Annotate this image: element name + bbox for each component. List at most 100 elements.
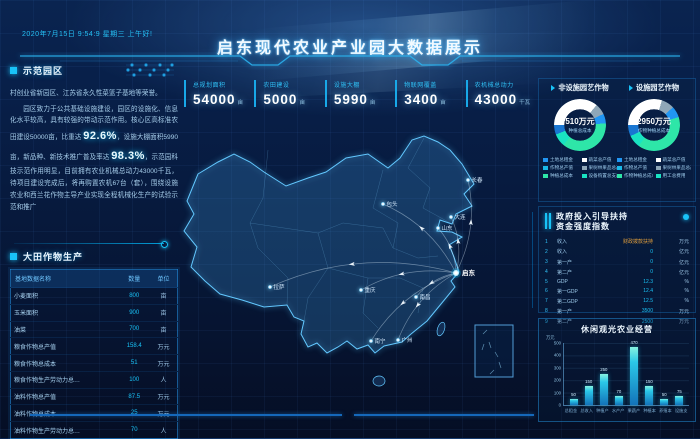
bar: 470	[630, 340, 639, 405]
gov-cell: 0	[650, 259, 653, 266]
kpi-unit: 亩	[299, 100, 305, 106]
gov-cell: %	[684, 278, 689, 285]
legend-swatch	[543, 174, 548, 178]
map-city-marker[interactable]: 广州	[396, 336, 413, 344]
horticulture-panel: 非设施园艺作物 设施园艺作物 510万元 种植总成本 土地总租金 蔬菜总产值 作物总产…	[538, 78, 696, 202]
bar-value-label: 250	[600, 367, 608, 372]
table-cell: 粮食作物生产劳动力总…	[10, 370, 119, 389]
donut-chart-facility: 2950万元 作物种植总成本	[628, 99, 680, 151]
map-city-marker[interactable]: 重庆	[359, 286, 376, 294]
page-title: 启东现代农业产业园大数据展示	[216, 40, 483, 57]
bar-category-label: 水产产	[611, 408, 625, 413]
gov-table-row: 7 第二GDP 12.5%	[545, 296, 689, 306]
gov-cell: 财政拨款扶持	[622, 239, 653, 246]
kpi-label: 总规划面积	[193, 83, 226, 89]
kpi-label: 农田建设	[263, 83, 290, 89]
legend-label: 种植总成本	[550, 173, 573, 178]
map-city-marker[interactable]: 包头	[381, 200, 398, 208]
legend-swatch	[581, 166, 587, 170]
gov-cell: 第一产	[557, 308, 573, 315]
gov-panel-title: 政府投入引导扶持 资金强度指数	[556, 212, 628, 232]
bar-value-label: 75	[677, 388, 682, 394]
map-city-marker[interactable]: 拉萨	[268, 283, 285, 291]
triangle-bullet-icon	[628, 85, 633, 91]
plane-icon	[448, 243, 453, 250]
bar: 75	[675, 389, 684, 405]
svg-text:重庆: 重庆	[365, 286, 377, 294]
demo-park-panel: 示范园区 村创业省新园区、江苏省永久性菜篮子基地等荣誉。 园区致力于公共基础设施…	[10, 60, 178, 213]
map-city-marker[interactable]: 南昌	[414, 293, 431, 301]
bar-category-label: 设施支	[674, 408, 688, 413]
gov-table-row: 1 收入 财政拨款扶持 万元	[545, 237, 689, 247]
table-cell: 25	[118, 404, 150, 422]
gov-fund-panel: 政府投入引导扶持 资金强度指数 1 收入 财政拨款扶持 万元 2 收入 0 亿元 3 第一产 0 亿元…	[538, 206, 696, 325]
donut-ring	[628, 99, 680, 151]
y-tick-label: 300	[553, 365, 561, 371]
circuit-dots-icon	[126, 63, 174, 77]
donut-chart-nonfacility: 510万元 种植总成本	[554, 99, 606, 151]
svg-text:广州: 广州	[402, 336, 413, 344]
bar-value-label: 50	[571, 391, 576, 397]
table-cell: 700	[118, 320, 150, 338]
gov-table-row: 9 第二产 2500 万元	[545, 317, 689, 327]
map-city-marker[interactable]: 山东	[436, 224, 453, 232]
bars-container: 50 150 250 70 470 150 50 75	[564, 340, 689, 405]
plane-icon	[398, 271, 405, 276]
svg-text:南宁: 南宁	[375, 337, 387, 345]
gov-cell: 5	[545, 278, 548, 285]
gov-cell: 8	[545, 308, 548, 315]
legend-item: 作物总产值	[543, 165, 579, 171]
field-crops-panel: 大田作物生产 基地数据名称 数量 单位 小麦面积 800 亩玉米面积 900 亩油菜 70…	[10, 250, 180, 439]
bottom-line-left	[30, 414, 342, 416]
gov-cell: 3	[545, 259, 548, 266]
gov-cell: 0	[650, 248, 653, 255]
kpi-stats-row: 总规划面积 54000 亩 农田建设 5000 亩 设施大棚 5990 亩 物联网覆盖 3400 亩 农…	[184, 80, 536, 107]
legend-label: 用工总费用	[662, 173, 686, 178]
map-city-marker[interactable]: 长春	[466, 176, 483, 184]
kpi-label: 设施大棚	[333, 83, 360, 89]
bar-category-label: 果蔬产	[627, 408, 641, 413]
y-tick-label: 200	[553, 377, 561, 383]
plane-icon	[419, 225, 425, 232]
kpi-unit: 亩	[369, 100, 376, 106]
table-cell: 万元	[149, 387, 178, 405]
gov-cell: 12.4	[643, 288, 653, 295]
gov-cell: 万元	[678, 319, 689, 326]
legend-swatch	[617, 158, 622, 162]
table-cell: 小麦面积	[10, 287, 119, 305]
table-cell: 油菜	[10, 320, 119, 338]
table-cell: 万元	[149, 337, 178, 355]
south-china-sea-inset	[474, 324, 514, 378]
y-tick-label: 100	[553, 390, 561, 396]
plane-icon	[400, 299, 407, 306]
plane-icon	[415, 301, 422, 308]
svg-text:南昌: 南昌	[420, 293, 431, 301]
table-row: 小麦面积 800 亩	[10, 287, 178, 305]
legend-item: 作物种植总成本	[617, 173, 653, 179]
table-cell: 人	[149, 370, 178, 389]
gov-cell: 第二产	[557, 319, 573, 326]
gov-table-row: 3 第一产 0 亿元	[545, 257, 689, 267]
legend-label: 作物种植总成本	[624, 173, 653, 178]
table-cell: 粮食作物总成本	[10, 354, 119, 372]
y-tick-label: 500	[553, 340, 561, 346]
dot-decoration-icon	[683, 214, 689, 220]
gov-table-row: 2 收入 0 亿元	[545, 247, 689, 257]
map-hub-marker[interactable]: 启东	[451, 268, 476, 278]
gov-cell: 12.5	[643, 298, 653, 305]
gov-cell: 第一产	[557, 259, 573, 266]
map-city-marker[interactable]: 南宁	[369, 337, 386, 345]
gov-cell: 第二产	[557, 269, 573, 276]
legend-item: 蔬菜总产值	[655, 157, 692, 163]
legend-label: 设备购置总支出	[588, 173, 618, 178]
legend-swatch	[655, 158, 661, 162]
gov-cell: 0	[650, 269, 653, 276]
legend-swatch	[617, 174, 622, 178]
legend-label: 作物总产值	[550, 165, 573, 170]
donut-center-text: 2950万元 作物种植总成本	[637, 117, 671, 133]
gov-cell: 亿元	[678, 269, 689, 276]
map-city-marker[interactable]: 大连	[449, 213, 466, 221]
table-cell: 油料作物总产值	[10, 387, 119, 405]
